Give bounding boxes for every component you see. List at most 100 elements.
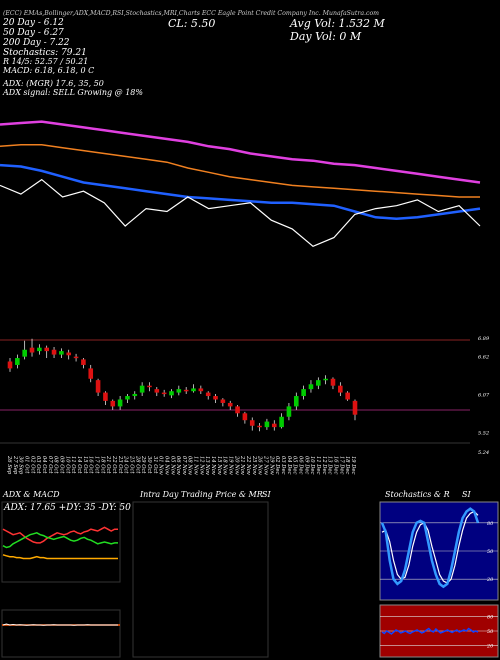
date-tick-label: 16 Dec	[333, 456, 339, 474]
date-axis: 26 Sep 27 Sep 30 Sep 01 Oct 02 Oct 03 Oct 04 O…	[6, 455, 356, 475]
intraday-panel-title-right: SI	[262, 490, 271, 499]
legend-adx-signal: ADX signal: SELL Growing @ 18%	[3, 88, 143, 97]
stochastics-panel-title: Stochastics & R	[385, 490, 450, 499]
date-tick-label: 19 Dec	[350, 456, 356, 474]
rsi-chart: 80 50 20	[379, 604, 499, 658]
candle-body	[125, 396, 130, 400]
date-tick-label: 07 Nov	[181, 456, 187, 475]
ema-series-price	[0, 178, 481, 247]
candle-body	[338, 385, 343, 393]
date-tick-label: 13 Dec	[327, 456, 333, 474]
candle-body	[220, 399, 226, 403]
date-tick-label: 26 Sep	[6, 455, 12, 475]
price-tick-label: 6.07	[478, 393, 490, 399]
date-tick-label: 04 Oct	[41, 456, 47, 474]
candle-body	[44, 347, 50, 352]
candle-body	[110, 400, 116, 407]
date-tick-label: 13 Nov	[204, 456, 210, 475]
candle-body	[7, 361, 13, 369]
date-tick-label: 11 Dec	[315, 456, 321, 474]
main-chart-area: 6.896.626.075.525.24 26 Sep 27 Sep 30 Sep 0…	[0, 120, 490, 475]
candle-body	[345, 392, 350, 400]
date-tick-label: 15 Nov	[216, 456, 222, 475]
candle-body	[81, 359, 86, 365]
candle-body	[235, 406, 240, 414]
date-tick-label: 21 Oct	[105, 455, 111, 474]
date-tick-label: 22 Nov	[245, 455, 251, 475]
candle-body	[147, 385, 152, 388]
avg-volume: Avg Vol: 1.532 M	[290, 17, 385, 30]
date-tick-label: 10 Oct	[64, 456, 70, 474]
candle-body	[117, 399, 123, 407]
candle-body	[59, 351, 64, 355]
stochastics-tick-label: 20	[486, 577, 494, 583]
date-tick-label: 01 Nov	[158, 456, 164, 475]
candle-body	[352, 400, 358, 415]
date-tick-label: 25 Oct	[128, 455, 134, 474]
candle-body	[301, 389, 306, 397]
price-tick-label: 6.89	[478, 336, 490, 342]
lower-panels: 80 50 20 80 50 20	[1, 501, 499, 658]
legend-adx: ADX: (MGR) 17.6, 35, 50	[3, 79, 104, 88]
date-tick-label: 03 Oct	[35, 456, 41, 474]
date-tick-label: 25 Nov	[251, 455, 257, 475]
adx-panel-subtitle: ADX: 17.65 +DY: 35 -DY: 50	[4, 503, 131, 513]
price-tick-label: 6.62	[478, 355, 489, 361]
legend-ema20: 20 Day - 6.12	[3, 18, 64, 28]
candle-body	[15, 358, 20, 365]
ema-chart	[0, 120, 481, 247]
date-tick-label: 05 Dec	[292, 456, 298, 474]
date-tick-label: 17 Oct	[94, 456, 100, 474]
stochastics-chart: 80 50 20	[379, 501, 499, 601]
date-tick-label: 07 Oct	[47, 456, 53, 474]
rsi-tick-label: 50	[487, 629, 494, 635]
date-tick-label: 16 Oct	[88, 456, 94, 474]
rsi-tick-label: 20	[486, 643, 494, 649]
date-tick-label: 18 Oct	[99, 456, 105, 474]
macd-chart	[1, 609, 121, 658]
candle-body	[271, 423, 277, 428]
day-volume: Day Vol: 0 M	[290, 30, 362, 43]
date-tick-label: 27 Sep	[12, 455, 18, 475]
ema-series-50-day	[0, 144, 480, 198]
candle-body	[95, 380, 101, 393]
date-tick-label: 11 Nov	[193, 456, 199, 475]
date-tick-label: 28 Oct	[134, 455, 140, 474]
legend-ema200: 200 Day - 7.22	[3, 38, 70, 48]
date-tick-label: 18 Dec	[344, 456, 350, 474]
candle-body	[264, 421, 270, 428]
date-tick-label: 08 Oct	[53, 456, 59, 474]
candle-body	[73, 356, 79, 359]
date-tick-label: 19 Nov	[228, 456, 234, 475]
candle-body	[66, 352, 72, 356]
date-tick-label: 10 Dec	[309, 456, 315, 474]
adx-chart	[1, 501, 121, 583]
date-tick-label: 12 Dec	[321, 456, 327, 474]
candle-body	[37, 347, 42, 352]
date-tick-label: 24 Oct	[123, 455, 129, 474]
date-tick-label: 04 Dec	[286, 456, 292, 474]
legend-ema50: 50 Day - 6.27	[3, 28, 64, 38]
candle-body	[198, 388, 204, 392]
date-tick-label: 14 Oct	[76, 456, 82, 474]
stochastics-k-line	[380, 507, 480, 589]
adx-series-dy	[2, 531, 118, 549]
price-tick-label: 5.24	[478, 450, 489, 456]
macd-series-line	[2, 623, 118, 626]
adx-frame	[1, 501, 121, 583]
date-tick-label: 21 Nov	[239, 455, 245, 475]
ema-series-200-day	[0, 120, 481, 184]
candle-body	[227, 402, 233, 407]
candle-body	[161, 392, 167, 395]
candle-body	[249, 420, 255, 426]
date-tick-label: 27 Nov	[263, 455, 269, 475]
date-tick-label: 04 Nov	[163, 456, 169, 475]
date-tick-label: 12 Nov	[198, 456, 204, 475]
date-tick-label: 17 Dec	[338, 456, 344, 474]
intraday-panel-title: Intra Day Trading Price & MR	[140, 490, 263, 499]
candle-body	[29, 347, 35, 353]
stochastics-d-line	[381, 510, 479, 584]
date-tick-label: 20 Nov	[233, 455, 239, 475]
candle-body	[191, 388, 196, 392]
candle-body	[51, 349, 57, 355]
